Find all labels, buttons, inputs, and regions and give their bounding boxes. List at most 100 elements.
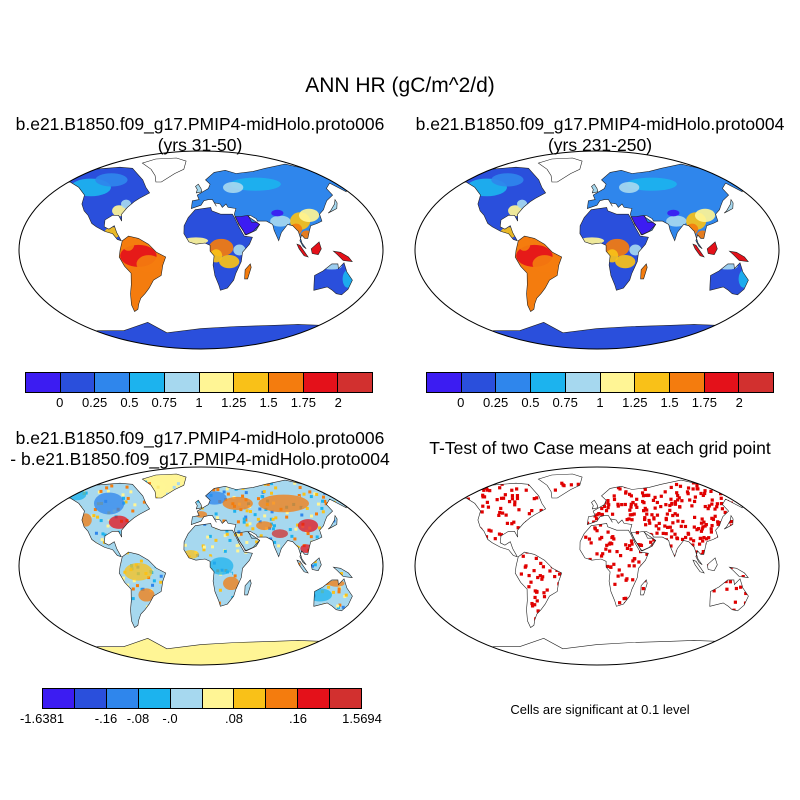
significant-cell bbox=[728, 580, 733, 584]
significant-cell bbox=[758, 563, 762, 567]
field-cell bbox=[356, 571, 360, 575]
field-cell bbox=[84, 598, 88, 602]
field-cell bbox=[80, 480, 84, 484]
significant-cell bbox=[570, 613, 574, 617]
significant-cell bbox=[601, 552, 605, 556]
significant-cell bbox=[524, 539, 528, 543]
map-panel-case1 bbox=[18, 150, 384, 350]
significant-cell bbox=[654, 524, 658, 528]
field-cell bbox=[327, 480, 331, 484]
landmass-new-guinea bbox=[333, 251, 353, 262]
significant-cell bbox=[743, 539, 747, 543]
significant-cell bbox=[689, 545, 693, 549]
significant-cell bbox=[624, 596, 628, 600]
colorbar-box bbox=[26, 373, 61, 392]
significant-cell bbox=[454, 585, 458, 589]
significant-cell bbox=[608, 549, 612, 553]
significant-cell bbox=[532, 544, 537, 548]
field-cell bbox=[259, 537, 263, 541]
field-cell bbox=[83, 536, 87, 540]
significant-cell bbox=[536, 530, 540, 535]
field-cell bbox=[309, 495, 313, 499]
significant-cell bbox=[490, 622, 494, 626]
field-cell bbox=[185, 608, 189, 612]
field-cell bbox=[214, 512, 218, 516]
field-cell bbox=[309, 612, 313, 616]
field-cell bbox=[58, 592, 62, 596]
significant-cell bbox=[701, 617, 705, 621]
field-cell bbox=[203, 624, 207, 628]
significant-cell bbox=[448, 502, 452, 506]
significant-cell bbox=[478, 528, 482, 532]
significant-cell bbox=[499, 610, 503, 614]
significant-cell bbox=[641, 494, 646, 498]
significant-cell bbox=[610, 512, 615, 516]
significant-cell bbox=[726, 623, 730, 627]
significant-cell bbox=[703, 602, 708, 606]
significant-cell bbox=[709, 527, 713, 531]
field-cell bbox=[122, 496, 126, 500]
significant-cell bbox=[691, 565, 695, 569]
field-cell bbox=[41, 586, 43, 590]
field-cell bbox=[346, 609, 350, 613]
significant-cell bbox=[705, 594, 709, 598]
field-cell bbox=[271, 527, 275, 531]
significant-cell bbox=[641, 586, 645, 591]
significant-cell bbox=[441, 613, 445, 617]
colorbar-tick-label: -.0 bbox=[162, 711, 178, 726]
field-cell bbox=[125, 604, 129, 608]
coastline bbox=[579, 523, 649, 607]
field-cell bbox=[241, 583, 245, 587]
significant-cell bbox=[533, 543, 538, 547]
field-cell bbox=[132, 529, 136, 533]
field-cell bbox=[296, 576, 300, 580]
significant-cell bbox=[472, 618, 476, 622]
significant-cell bbox=[707, 549, 711, 553]
field-cell bbox=[292, 576, 296, 580]
field-cell bbox=[258, 556, 262, 560]
significant-cell bbox=[713, 629, 717, 633]
coastline bbox=[709, 262, 749, 296]
field-cell bbox=[247, 610, 251, 614]
field-cell bbox=[333, 628, 337, 632]
significant-cell bbox=[689, 601, 693, 605]
significant-cell bbox=[739, 543, 743, 547]
field-cell bbox=[90, 581, 94, 585]
colorbar-tick-label: 2 bbox=[735, 395, 743, 410]
field-cell bbox=[179, 619, 183, 623]
field-cell bbox=[174, 620, 178, 624]
significant-cell bbox=[684, 535, 688, 540]
field-cell bbox=[284, 570, 288, 574]
field-cell bbox=[42, 546, 46, 550]
significant-cell bbox=[702, 554, 706, 558]
field-cell bbox=[164, 493, 168, 497]
colorbar-tick-label: 0.75 bbox=[151, 395, 177, 410]
field-cell bbox=[259, 561, 263, 565]
landmass-antarctica bbox=[41, 322, 361, 349]
significant-cell bbox=[635, 505, 639, 509]
field-cell bbox=[321, 552, 325, 556]
significant-cell bbox=[720, 566, 724, 570]
field-cell bbox=[143, 526, 147, 530]
significant-cell bbox=[613, 582, 617, 586]
significant-cell bbox=[676, 498, 680, 502]
field-cell bbox=[72, 536, 76, 540]
field-cell bbox=[53, 518, 57, 522]
field-cell bbox=[256, 497, 260, 501]
significant-cell bbox=[600, 506, 604, 511]
significant-cell bbox=[773, 554, 776, 557]
field-cell bbox=[344, 527, 348, 531]
colorbar-tick-label: 0.75 bbox=[552, 395, 578, 410]
field-cell bbox=[133, 503, 137, 507]
field-cell bbox=[329, 610, 333, 614]
field-cell bbox=[266, 482, 270, 486]
field-cell bbox=[336, 486, 340, 490]
significant-cell bbox=[541, 489, 545, 494]
significant-cell bbox=[630, 518, 634, 522]
significant-cell bbox=[692, 604, 696, 609]
significant-cell bbox=[665, 617, 670, 622]
field-cell bbox=[69, 566, 73, 570]
significant-cell bbox=[635, 497, 639, 501]
field-cell bbox=[147, 609, 151, 613]
field-cell bbox=[181, 556, 185, 560]
